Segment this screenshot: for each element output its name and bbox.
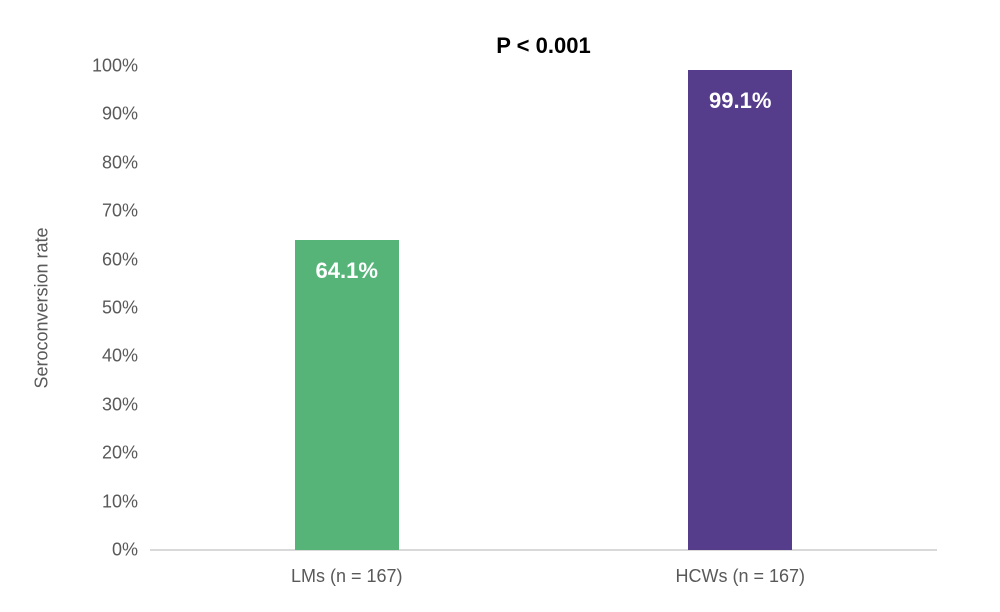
y-tick-label: 50% [101, 297, 138, 318]
x-category-label: HCWs (n = 167) [675, 566, 806, 586]
plot-area: 64.1% 99.1% [150, 66, 937, 551]
y-tick-label: 80% [101, 152, 138, 173]
y-tick-label: 100% [91, 55, 138, 76]
x-axis-labels: LMs (n = 167) HCWs (n = 167) [150, 566, 937, 596]
chart-title: P < 0.001 [496, 33, 591, 58]
bar-value-label: 64.1% [315, 257, 378, 283]
x-axis-line [150, 549, 937, 551]
y-tick-label: 20% [101, 442, 138, 463]
y-tick-label: 10% [101, 491, 138, 512]
bar-hcws: 99.1% [688, 70, 793, 550]
x-category-label: LMs (n = 167) [290, 566, 403, 586]
y-tick-label: 60% [101, 249, 138, 270]
y-axis-ticks: 0% 10% 20% 30% 40% 50% 60% 70% 80% 90% 100% [0, 56, 138, 560]
bar-value-label: 99.1% [709, 88, 772, 114]
y-tick-label: 0% [111, 539, 138, 560]
y-tick-label: 40% [101, 345, 138, 366]
y-tick-label: 70% [101, 200, 138, 221]
bar-lms: 64.1% [294, 239, 399, 550]
y-tick-label: 30% [101, 394, 138, 415]
y-tick-label: 90% [101, 103, 138, 124]
